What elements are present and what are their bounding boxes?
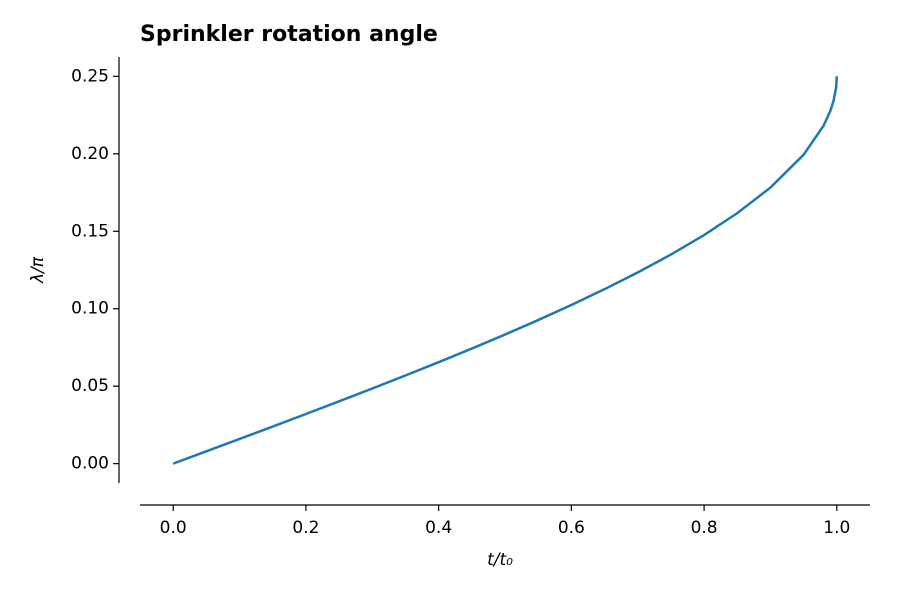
x-tick-label: 1.0 (823, 518, 850, 538)
y-tick-label: 0.20 (71, 144, 109, 164)
x-tick-label: 0.4 (425, 518, 452, 538)
y-tick-label: 0.05 (71, 376, 109, 396)
chart-title: Sprinkler rotation angle (140, 22, 438, 47)
y-tick-label: 0.00 (71, 454, 109, 474)
line-series (172, 76, 839, 465)
x-tick-label: 0.2 (292, 518, 319, 538)
y-axis-label: λ/π (28, 256, 48, 284)
x-axis-label: t/t₀ (487, 550, 513, 570)
y-tick-label: 0.25 (71, 66, 109, 86)
x-tick-label: 0.0 (160, 518, 187, 538)
x-tick-label: 0.8 (691, 518, 718, 538)
x-tick-label: 0.6 (558, 518, 585, 538)
y-tick-label: 0.10 (71, 299, 109, 319)
y-tick-label: 0.15 (71, 221, 109, 241)
